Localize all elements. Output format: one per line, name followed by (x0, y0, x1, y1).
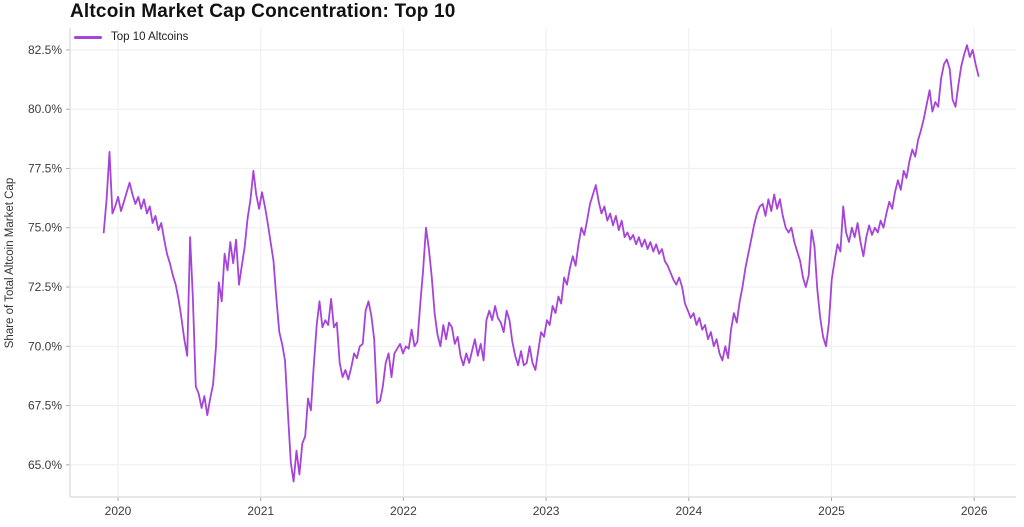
x-tick-label: 2021 (247, 504, 274, 518)
x-tick-label: 2025 (818, 504, 845, 518)
legend-label: Top 10 Altcoins (111, 31, 189, 43)
x-tick-label: 2022 (390, 504, 417, 518)
x-tick-label: 2024 (675, 504, 702, 518)
legend-line-swatch (74, 35, 102, 39)
y-tick-label: 65.0% (28, 458, 62, 472)
x-tick-label: 2020 (105, 504, 132, 518)
legend: Top 10 Altcoins (74, 31, 188, 43)
y-tick-label: 77.5% (28, 161, 62, 175)
top10-altcoins-series-line (102, 44, 980, 483)
x-tick-label: 2026 (961, 504, 988, 518)
y-tick-label: 82.5% (28, 43, 62, 57)
y-tick-label: 80.0% (28, 102, 62, 116)
y-tick-label: 67.5% (28, 399, 62, 413)
x-tick-label: 2023 (533, 504, 560, 518)
y-tick-label: 70.0% (28, 339, 62, 353)
y-axis-title: Share of Total Altcoin Market Cap (4, 177, 16, 349)
y-tick-label: 72.5% (28, 280, 62, 294)
chart-title: Altcoin Market Cap Concentration: Top 10 (70, 1, 456, 22)
y-tick-label: 75.0% (28, 221, 62, 235)
